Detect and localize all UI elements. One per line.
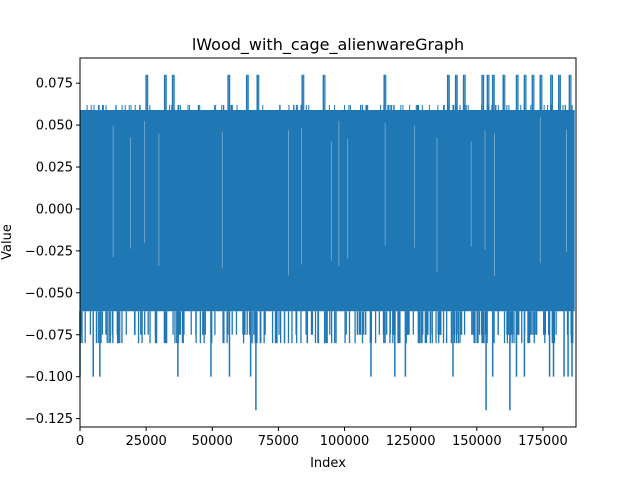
y-tick-label: −0.075: [25, 328, 73, 343]
x-axis: 0 25000 50000 75000 100000 125000 150000 175000: [76, 427, 568, 449]
y-tick-label: 0.050: [36, 119, 73, 134]
chart-title: lWood_with_cage_alienwareGraph: [192, 35, 464, 55]
y-tick-label: −0.100: [25, 370, 73, 385]
plot-frame: [79, 57, 577, 428]
x-tick-label: 150000: [452, 434, 502, 449]
y-tick-label: −0.125: [25, 412, 73, 427]
y-axis-label: Value: [0, 224, 15, 260]
y-tick-label: 0.025: [36, 161, 73, 176]
x-tick-label: 75000: [258, 434, 299, 449]
x-tick-label: 125000: [386, 434, 436, 449]
x-axis-label: Index: [310, 456, 346, 471]
x-tick-label: 25000: [125, 434, 166, 449]
y-axis: −0.125 −0.100 −0.075 −0.050 −0.025 0.000 0.025…: [25, 77, 80, 427]
series-layer: [79, 74, 575, 411]
y-tick-label: −0.050: [25, 286, 73, 301]
y-tick-label: 0.000: [36, 202, 73, 217]
x-tick-label: 50000: [192, 434, 233, 449]
y-tick-label: 0.075: [36, 77, 73, 92]
x-tick-label: 0: [76, 434, 84, 449]
x-tick-label: 100000: [320, 434, 370, 449]
x-tick-label: 175000: [518, 434, 568, 449]
series-band: [80, 109, 575, 312]
y-tick-label: −0.025: [25, 244, 73, 259]
plot-area: [79, 74, 575, 411]
